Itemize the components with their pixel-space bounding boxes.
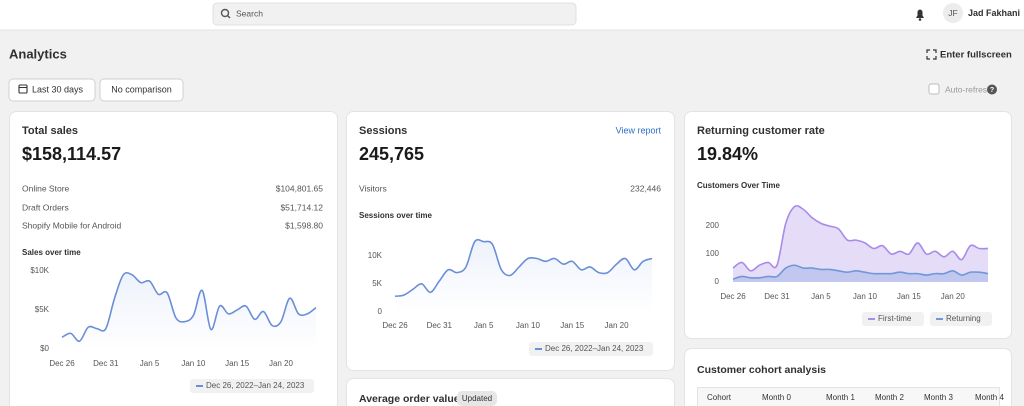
card-title: Total sales — [22, 125, 78, 137]
average-order-card — [346, 378, 675, 406]
search-placeholder: Search — [236, 8, 263, 18]
x-tick-label: Jan 15 — [897, 292, 922, 301]
legend-label: First-time — [878, 314, 912, 323]
area-fill — [395, 239, 652, 312]
column-header: Month 4 — [975, 393, 1004, 402]
area-fill — [733, 265, 988, 282]
metric-value: 245,765 — [359, 144, 424, 164]
chart-title: Customers Over Time — [697, 181, 781, 190]
returning-card — [684, 111, 1012, 339]
row-value: $104,801.65 — [276, 183, 324, 193]
y-tick-label: 10K — [368, 251, 383, 260]
cohort-table-header — [697, 387, 1000, 406]
legend-item — [190, 379, 314, 393]
x-tick-label: Jan 10 — [516, 321, 541, 330]
x-tick-label: Jan 15 — [225, 359, 250, 368]
x-tick-label: Dec 31 — [93, 359, 119, 368]
y-tick-label: $10K — [30, 266, 49, 275]
x-tick-label: Dec 26 — [720, 292, 746, 301]
badge-label: Updated — [462, 394, 492, 403]
legend-label: Dec 26, 2022–Jan 24, 2023 — [545, 344, 644, 353]
row-value: $51,714.12 — [280, 202, 323, 212]
row-label: Shopify Mobile for Android — [22, 220, 121, 230]
fullscreen-label: Enter fullscreen — [940, 50, 1012, 61]
x-tick-label: Jan 5 — [811, 292, 831, 301]
comparison-label: No comparison — [111, 84, 172, 94]
x-tick-label: Jan 10 — [181, 359, 206, 368]
y-tick-label: $5K — [35, 305, 50, 314]
card-title: Returning customer rate — [697, 125, 825, 137]
row-value: $1,598.80 — [285, 220, 323, 230]
column-header: Month 3 — [924, 393, 953, 402]
row-value: 232,446 — [630, 183, 661, 193]
row-label: Online Store — [22, 183, 70, 193]
chart-title: Sales over time — [22, 248, 81, 257]
legend-item — [529, 342, 653, 356]
view-report-link[interactable]: View report — [616, 125, 662, 135]
chart-title: Sessions over time — [359, 211, 432, 220]
svg-text:?: ? — [990, 87, 994, 94]
x-tick-label: Jan 10 — [853, 292, 878, 301]
date-range-button[interactable]: Last 30 days — [8, 78, 96, 102]
avatar: JF — [948, 8, 957, 18]
series-line — [61, 271, 317, 342]
card-title: Customer cohort analysis — [697, 364, 826, 376]
page-title: Analytics — [9, 46, 67, 61]
user-menu[interactable]: JF Jad Fakhani — [943, 3, 1020, 23]
column-header: Month 1 — [826, 393, 855, 402]
row-label: Draft Orders — [22, 202, 69, 212]
card-title: Sessions — [359, 125, 407, 137]
row-label: Visitors — [359, 183, 387, 193]
area-fill — [62, 272, 316, 349]
x-tick-label: Jan 20 — [941, 292, 966, 301]
series-line — [732, 264, 989, 280]
fullscreen-button[interactable]: Enter fullscreen — [926, 49, 1012, 61]
comparison-button[interactable]: No comparison — [99, 78, 184, 102]
y-tick-label: 100 — [706, 249, 720, 258]
metric-value: $158,114.57 — [22, 144, 121, 164]
y-tick-label: 0 — [378, 307, 383, 316]
legend-label: Dec 26, 2022–Jan 24, 2023 — [206, 381, 305, 390]
column-header: Cohort — [707, 393, 732, 402]
x-tick-label: Dec 26 — [382, 321, 408, 330]
metric-value: 19.84% — [697, 144, 758, 164]
search-box[interactable]: Search — [212, 2, 577, 26]
x-tick-label: Dec 31 — [764, 292, 790, 301]
column-header: Month 0 — [762, 393, 791, 402]
legend-item — [930, 312, 992, 326]
y-tick-label: 200 — [706, 221, 720, 230]
x-tick-label: Jan 15 — [560, 321, 585, 330]
y-tick-label: 0 — [715, 277, 720, 286]
legend-label: Returning — [946, 314, 981, 323]
user-name: Jad Fakhani — [968, 8, 1020, 18]
notifications[interactable] — [916, 9, 924, 21]
x-tick-label: Jan 20 — [269, 359, 294, 368]
x-tick-label: Dec 26 — [49, 359, 75, 368]
column-header: Month 2 — [875, 393, 904, 402]
x-tick-label: Jan 20 — [605, 321, 630, 330]
card-title: Average order value — [359, 393, 460, 405]
badge — [457, 391, 497, 406]
series-line — [394, 238, 653, 298]
auto-refresh-label: Auto-refresh — [945, 84, 992, 94]
series-line — [732, 204, 989, 272]
date-range-label: Last 30 days — [32, 84, 84, 94]
y-tick-label: $0 — [40, 344, 49, 353]
area-fill — [733, 205, 988, 282]
auto-refresh[interactable]: Auto-refresh ? — [928, 83, 997, 95]
x-tick-label: Dec 31 — [427, 321, 453, 330]
x-tick-label: Jan 5 — [140, 359, 160, 368]
x-tick-label: Jan 5 — [474, 321, 494, 330]
y-tick-label: 5K — [372, 279, 382, 288]
legend-item — [862, 312, 924, 326]
